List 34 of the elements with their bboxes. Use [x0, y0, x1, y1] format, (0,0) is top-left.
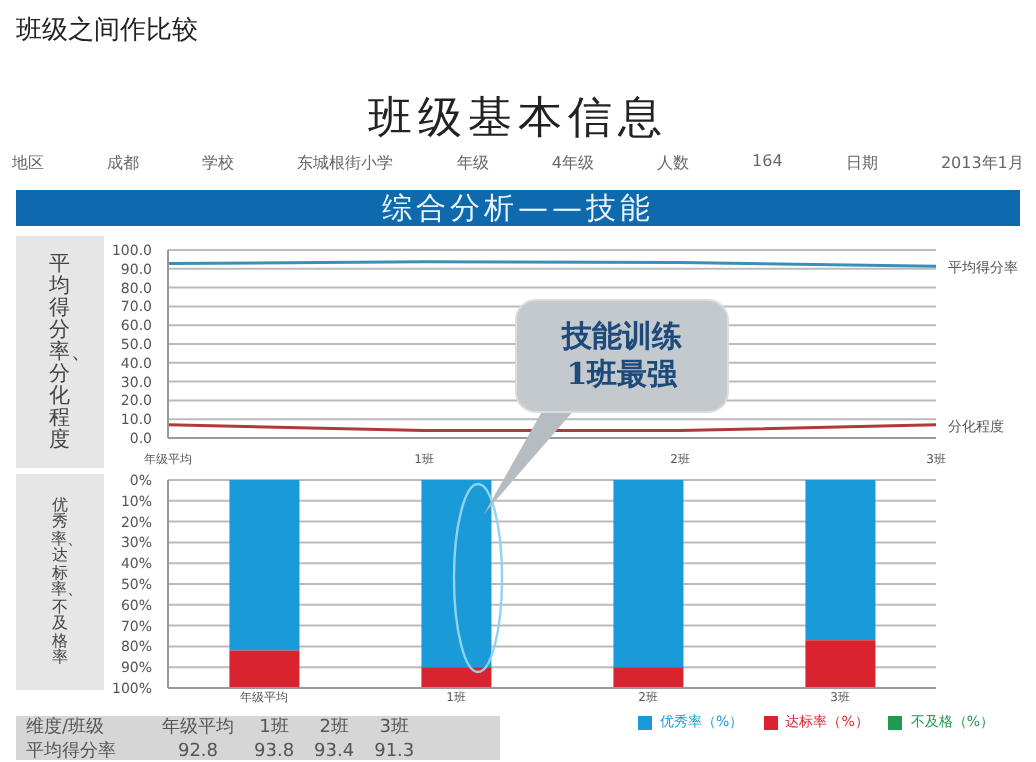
- text: 91.3: [372, 740, 417, 762]
- text: 成都: [107, 152, 140, 174]
- text: 93.8: [252, 740, 297, 762]
- bar: [421, 480, 492, 668]
- text: 4年级: [551, 152, 594, 174]
- text: 164: [752, 152, 783, 174]
- text: 维度/班级: [24, 716, 107, 740]
- text: 平均得分率: [24, 740, 118, 762]
- bar: [229, 480, 300, 651]
- text: 2班: [317, 716, 351, 740]
- text: 年级: [456, 152, 489, 174]
- text: 优秀率、达标率、不及格率: [51, 495, 83, 666]
- bar: [805, 640, 876, 688]
- text: 人数: [656, 152, 689, 174]
- bar: [613, 480, 684, 668]
- text: 2013年1月: [940, 152, 1024, 174]
- annotation: 技能训练 1班最强: [516, 300, 728, 412]
- text: 年级平均: [160, 716, 236, 740]
- text: 日期: [845, 152, 878, 174]
- text: 东城根街小学: [297, 152, 394, 174]
- bar: [613, 667, 684, 688]
- bar: [421, 667, 492, 688]
- text: 地区: [12, 152, 44, 174]
- bar: [805, 480, 876, 641]
- chart-title: 班级基本信息: [366, 92, 670, 148]
- text: 学校: [202, 152, 235, 174]
- text: 92.8: [175, 740, 221, 762]
- chart-subtitle: 综合分析——技能: [16, 190, 1020, 226]
- bar: [229, 650, 300, 688]
- text: 平均得分率、分化程度: [48, 251, 93, 451]
- text: 93.4: [312, 740, 357, 762]
- text: 班级之间作比较: [16, 14, 198, 48]
- text: 3班: [377, 716, 411, 740]
- text: 1班: [257, 716, 291, 740]
